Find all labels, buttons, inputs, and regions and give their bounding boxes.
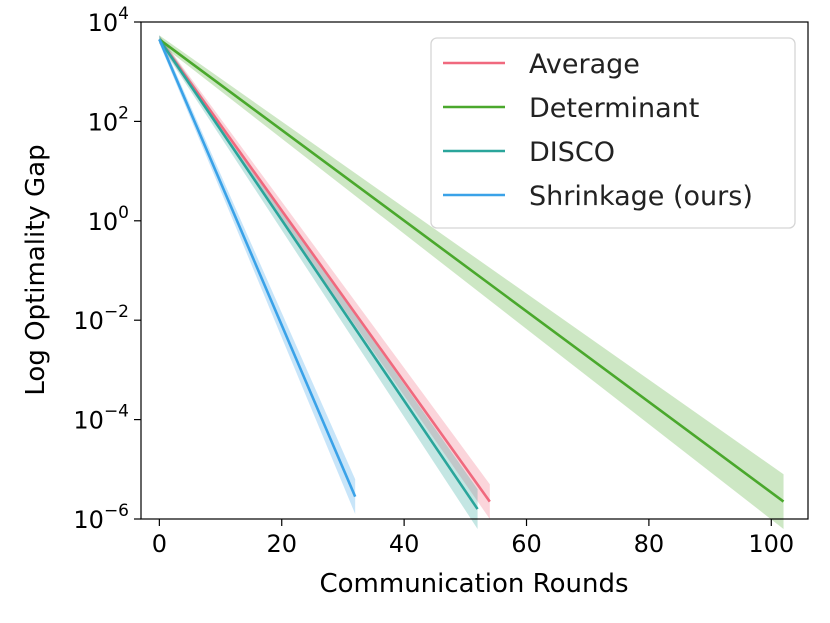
x-tick-label: 60 bbox=[511, 530, 542, 558]
legend: Average Determinant DISCO Shrinkage (ours) bbox=[430, 37, 796, 229]
y-tick-label: 10−2 bbox=[73, 302, 129, 335]
x-tick-label: 0 bbox=[152, 530, 167, 558]
x-tick-label: 100 bbox=[748, 530, 794, 558]
y-tick-label: 10−4 bbox=[73, 402, 129, 435]
x-tick-label: 40 bbox=[389, 530, 420, 558]
series-lines bbox=[158, 38, 785, 510]
x-axis-ticks: 0 20 40 60 80 100 bbox=[152, 519, 794, 558]
line-disco bbox=[158, 38, 479, 510]
legend-label: DISCO bbox=[529, 137, 615, 168]
y-axis-label: Log Optimality Gap bbox=[21, 144, 51, 395]
plot-frame bbox=[140, 21, 809, 520]
x-tick-label: 80 bbox=[634, 530, 665, 558]
band-determinant bbox=[159, 35, 784, 529]
line-determinant bbox=[158, 38, 785, 503]
y-axis-ticks: 104 102 100 10−2 10−4 10−6 bbox=[73, 4, 141, 534]
line-average bbox=[158, 38, 491, 503]
y-tick-label: 10−6 bbox=[73, 501, 129, 534]
legend-label: Average bbox=[529, 49, 640, 80]
y-tick-label: 102 bbox=[88, 103, 129, 136]
legend-label: Determinant bbox=[529, 93, 699, 124]
legend-label: Shrinkage (ours) bbox=[529, 181, 753, 212]
legend-box bbox=[430, 37, 796, 229]
y-tick-label: 104 bbox=[88, 4, 129, 37]
y-tick-label: 100 bbox=[88, 203, 129, 236]
line-shrinkage-ours bbox=[158, 38, 357, 498]
x-axis-label: Communication Rounds bbox=[319, 569, 628, 599]
x-tick-label: 20 bbox=[266, 530, 297, 558]
